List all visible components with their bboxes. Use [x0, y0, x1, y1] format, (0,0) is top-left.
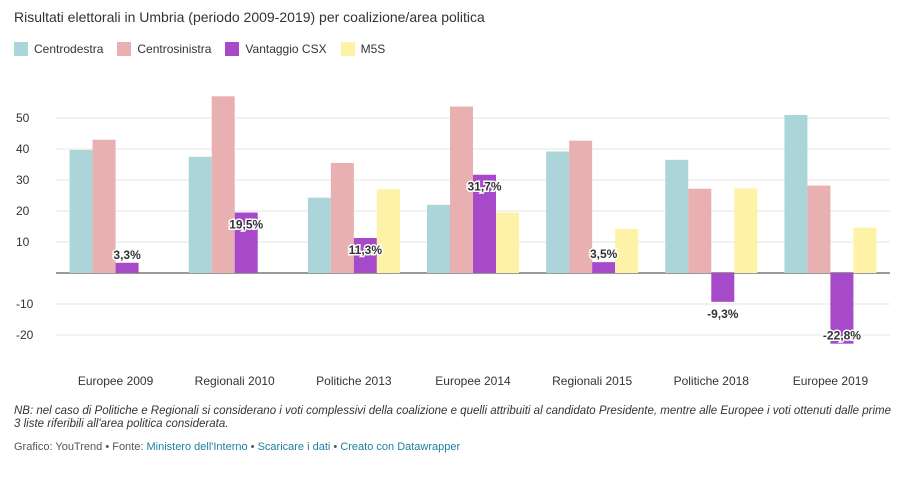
- bar: [376, 189, 400, 273]
- bar: [496, 212, 519, 273]
- bar: [211, 96, 235, 273]
- legend-item-centrosinistra: Centrosinistra: [117, 42, 211, 56]
- chart-footer: Grafico: YouTrend • Fonte: Ministero del…: [14, 441, 460, 453]
- legend-swatch: [14, 42, 28, 56]
- legend-swatch: [225, 42, 240, 56]
- data-label: 31,7%: [467, 180, 501, 194]
- data-label: 3,5%: [590, 247, 618, 261]
- x-tick-label: Europee 2009: [78, 374, 154, 388]
- bar: [353, 237, 377, 273]
- bar: [546, 151, 570, 273]
- bar: [307, 197, 331, 273]
- bar: [711, 273, 735, 302]
- x-tick-label: Politiche 2018: [674, 374, 750, 388]
- legend-swatch: [117, 42, 132, 56]
- legend-label: Vantaggio CSX: [245, 42, 327, 56]
- download-data-link[interactable]: Scaricare i dati: [257, 441, 331, 453]
- legend-item-vantaggio-csx: Vantaggio CSX: [225, 42, 327, 56]
- x-tick-label: Europee 2019: [793, 374, 869, 388]
- x-tick-label: Regionali 2010: [195, 374, 275, 388]
- x-tick-label: Regionali 2015: [552, 374, 632, 388]
- data-label: 3,3%: [113, 248, 141, 262]
- bar: [665, 159, 689, 273]
- x-tick-label: Europee 2014: [435, 374, 511, 388]
- bar: [734, 188, 758, 273]
- bar: [830, 273, 854, 344]
- footer-separator: •: [330, 441, 341, 453]
- bar: [473, 174, 496, 273]
- bar: [427, 204, 450, 273]
- bar-chart: 50 40 30 20 10 -10 -20 Europee 2009 Regionali 20…: [16, 96, 890, 388]
- data-label: 19,5%: [229, 218, 263, 232]
- bar: [115, 262, 139, 273]
- bar: [92, 139, 116, 273]
- bar: [330, 162, 354, 273]
- datawrapper-link[interactable]: Creato con Datawrapper: [340, 441, 461, 453]
- bar: [615, 228, 639, 273]
- y-tick-label: 40: [16, 142, 30, 156]
- y-tick-label: 50: [16, 111, 30, 125]
- bar: [784, 114, 808, 274]
- legend-item-m5s: M5S: [340, 42, 386, 56]
- bar: [569, 140, 593, 273]
- bar: [688, 188, 712, 273]
- chart-note: NB: nel caso di Politiche e Regionali si…: [14, 405, 892, 430]
- y-tick-label: 30: [16, 173, 30, 187]
- chart-title: Risultati elettorali in Umbria (periodo …: [14, 9, 485, 25]
- data-label: -9,3%: [707, 307, 739, 321]
- legend-label: Centrosinistra: [137, 42, 212, 56]
- bar: [234, 212, 258, 273]
- legend-label: M5S: [360, 42, 386, 56]
- bar: [450, 106, 473, 273]
- bar: [853, 227, 877, 273]
- bar: [592, 262, 616, 273]
- bar: [807, 185, 831, 273]
- legend: Centrodestra Centrosinistra Vantaggio CS…: [14, 42, 399, 56]
- y-tick-label: -10: [16, 297, 34, 311]
- y-tick-label: -20: [16, 328, 34, 342]
- data-label: -22,8%: [823, 329, 861, 343]
- footer-credit: Grafico: YouTrend • Fonte:: [14, 441, 147, 453]
- legend-item-centrodestra: Centrodestra: [14, 42, 103, 56]
- x-tick-label: Politiche 2013: [316, 374, 392, 388]
- source-link[interactable]: Ministero dell'Interno: [146, 441, 248, 453]
- legend-swatch: [340, 42, 355, 56]
- bar: [69, 149, 93, 273]
- y-tick-label: 10: [16, 235, 30, 249]
- footer-separator: •: [247, 441, 258, 453]
- bar: [188, 156, 212, 273]
- y-tick-label: 20: [16, 204, 30, 218]
- data-label: 11,3%: [349, 243, 383, 257]
- legend-label: Centrodestra: [34, 42, 104, 56]
